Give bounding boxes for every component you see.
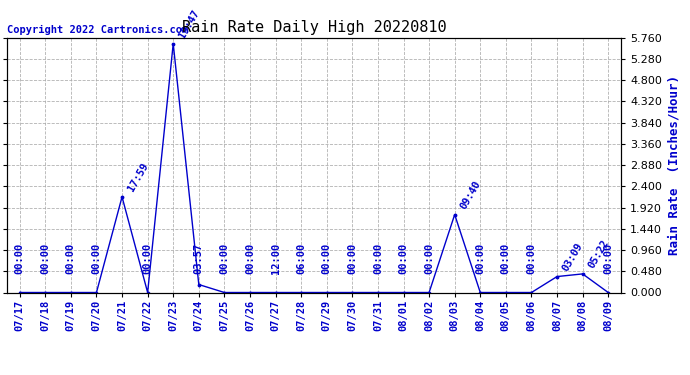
Text: 00:00: 00:00 [373,243,383,274]
Text: 03:09: 03:09 [561,241,585,273]
Text: 00:00: 00:00 [603,243,613,274]
Text: 00:00: 00:00 [143,243,152,274]
Text: 06:00: 06:00 [296,243,306,274]
Title: Rain Rate Daily High 20220810: Rain Rate Daily High 20220810 [181,20,446,35]
Text: Copyright 2022 Cartronics.com: Copyright 2022 Cartronics.com [7,25,188,35]
Text: 00:00: 00:00 [399,243,408,274]
Text: 12:00: 12:00 [270,243,281,274]
Text: 00:00: 00:00 [40,243,50,274]
Text: 00:00: 00:00 [14,243,25,274]
Text: 00:00: 00:00 [92,243,101,274]
Text: 05:22: 05:22 [586,238,611,270]
Text: 00:00: 00:00 [245,243,255,274]
Text: 00:00: 00:00 [66,243,76,274]
Text: 00:00: 00:00 [526,243,536,274]
Text: 19:47: 19:47 [177,8,201,40]
Text: 00:00: 00:00 [475,243,485,274]
Y-axis label: Rain Rate  (Inches/Hour): Rain Rate (Inches/Hour) [668,75,680,255]
Text: 09:40: 09:40 [459,179,483,211]
Text: 00:00: 00:00 [501,243,511,274]
Text: 00:00: 00:00 [347,243,357,274]
Text: 03:57: 03:57 [194,243,204,274]
Text: 00:00: 00:00 [424,243,434,274]
Text: 00:00: 00:00 [322,243,332,274]
Text: 17:59: 17:59 [126,161,150,194]
Text: 00:00: 00:00 [219,243,229,274]
